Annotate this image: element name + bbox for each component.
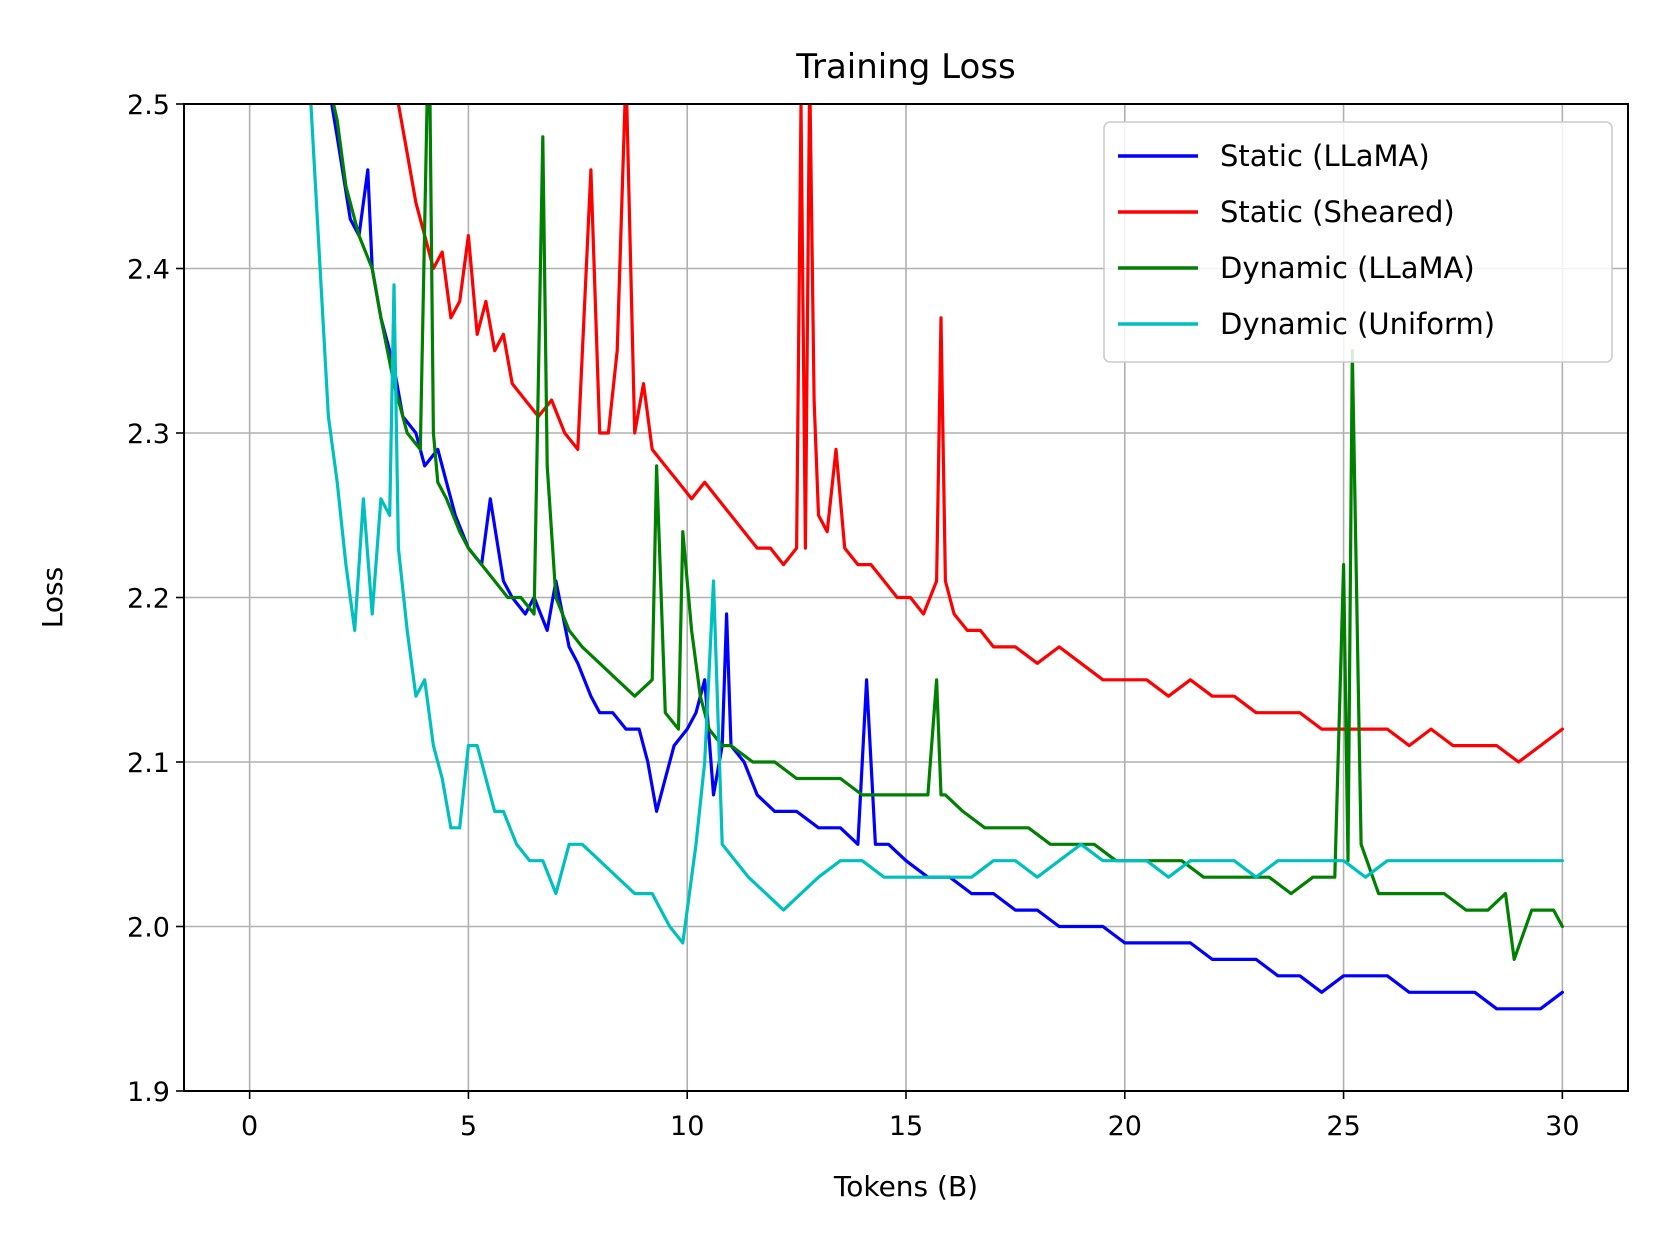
series-line-3	[309, 104, 1565, 945]
legend-label: Dynamic (LLaMA)	[1220, 251, 1475, 285]
y-axis-title: Loss	[36, 567, 69, 628]
y-tick-label: 2.4	[127, 255, 170, 286]
series-group	[309, 104, 1565, 1011]
x-tick-label: 10	[670, 1111, 704, 1142]
x-axis-title: Tokens (B)	[833, 1170, 978, 1203]
y-axis: 1.9 2.0 2.1 2.2 2.3 2.4 2.5	[127, 90, 184, 1108]
series-line-0	[330, 104, 1565, 1011]
y-tick-label: 2.5	[127, 90, 170, 121]
x-tick-label: 15	[889, 1111, 923, 1142]
legend-label: Static (LLaMA)	[1220, 139, 1430, 173]
x-tick-label: 25	[1326, 1111, 1360, 1142]
y-tick-label: 2.0	[127, 913, 170, 944]
x-tick-label: 0	[241, 1111, 258, 1142]
x-axis: 0 5 10 15 20 25 30	[241, 1091, 1580, 1142]
y-tick-label: 2.2	[127, 584, 170, 615]
legend: Static (LLaMA) Static (Sheared) Dynamic (L…	[1103, 121, 1613, 363]
chart-title: Training Loss	[795, 47, 1016, 87]
y-tick-label: 2.1	[127, 748, 170, 779]
y-tick-label: 1.9	[127, 1077, 170, 1108]
x-tick-label: 5	[460, 1111, 477, 1142]
x-tick-label: 20	[1108, 1111, 1142, 1142]
y-tick-label: 2.3	[127, 419, 170, 450]
series-line-1	[396, 104, 1565, 764]
x-tick-label: 30	[1545, 1111, 1579, 1142]
series-line-2	[331, 104, 1565, 962]
legend-label: Static (Sheared)	[1220, 195, 1455, 229]
legend-label: Dynamic (Uniform)	[1220, 307, 1495, 341]
legend-box	[1103, 121, 1613, 363]
